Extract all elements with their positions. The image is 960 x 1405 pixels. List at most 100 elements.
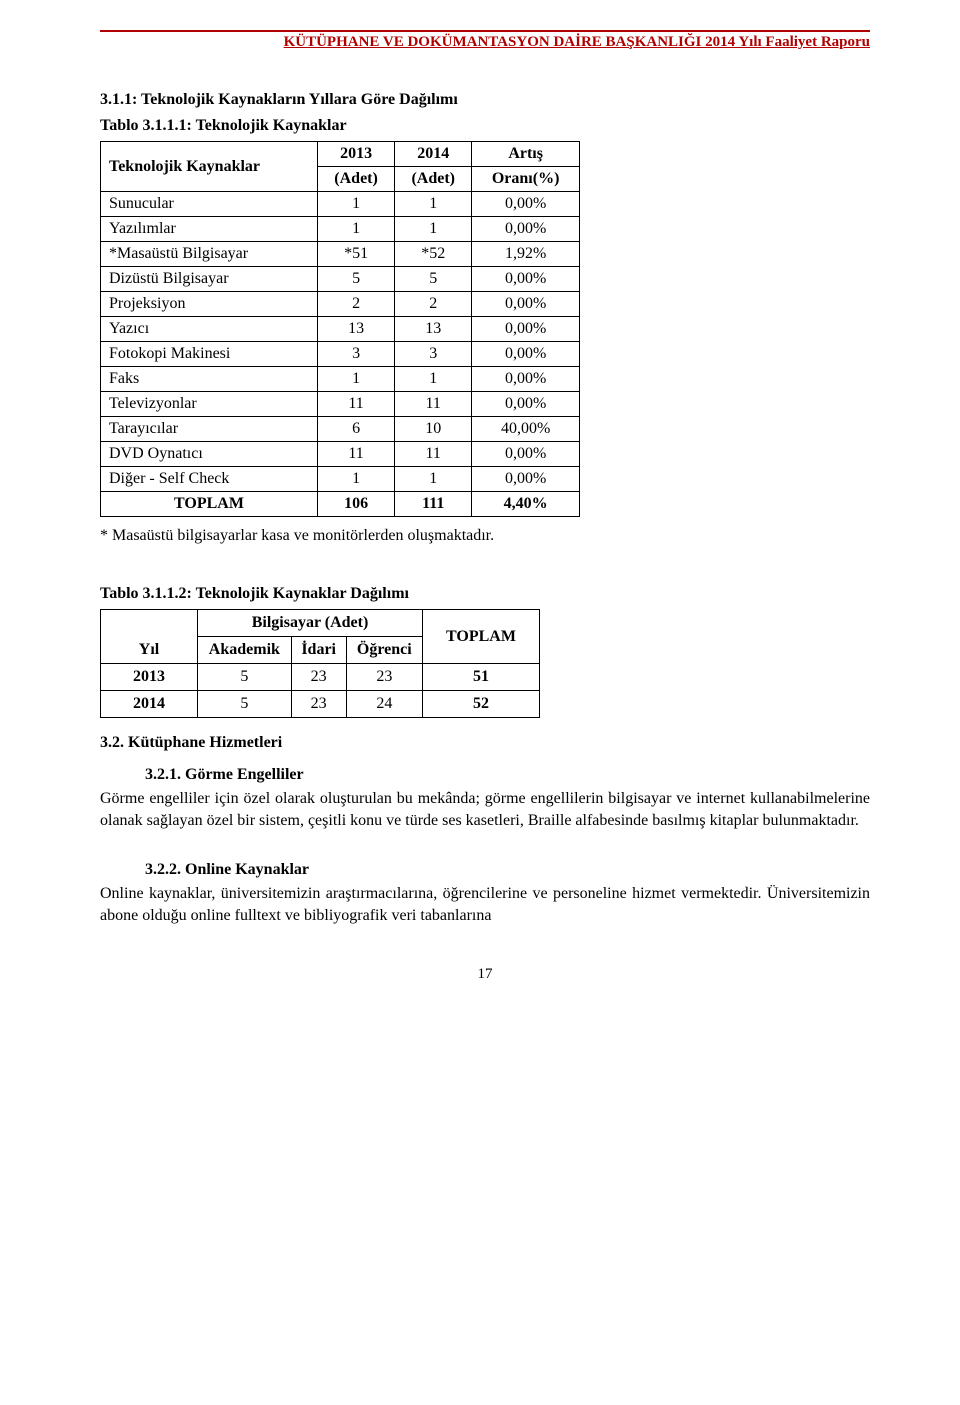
cell-2013: 6 [318,417,395,442]
table-row: DVD Oynatıcı11110,00% [101,442,580,467]
cell-label: Diğer - Self Check [101,467,318,492]
cell-idari: 23 [291,691,346,718]
cell-label: Projeksiyon [101,292,318,317]
table-row: Tarayıcılar61040,00% [101,417,580,442]
cell-ogrenci: 23 [346,664,422,691]
cell-label: DVD Oynatıcı [101,442,318,467]
cell-label: Sunucular [101,192,318,217]
table-3111: Teknolojik Kaynaklar 2013 2014 Artış (Ad… [100,141,580,517]
col-header-bilgisayar: Bilgisayar (Adet) [198,610,423,637]
table-row: *Masaüstü Bilgisayar*51*521,92% [101,242,580,267]
total-rate: 4,40% [472,492,580,517]
section-322-title: 3.2.2. Online Kaynaklar [145,861,870,879]
cell-label: Televizyonlar [101,392,318,417]
table-row: 20145232452 [101,691,540,718]
col-header-akademik: Akademik [198,637,292,664]
cell-2013: 1 [318,217,395,242]
cell-2013: 3 [318,342,395,367]
col-header-2014a: 2014 [395,142,472,167]
cell-2014: *52 [395,242,472,267]
cell-rate: 0,00% [472,292,580,317]
table-row: Teknolojik Kaynaklar 2013 2014 Artış [101,142,580,167]
col-header-2014b: (Adet) [395,167,472,192]
cell-toplam: 52 [423,691,540,718]
cell-rate: 0,00% [472,392,580,417]
cell-2014: 13 [395,317,472,342]
section-321-text: Görme engelliler için özel olarak oluştu… [100,788,870,831]
cell-2013: 1 [318,467,395,492]
cell-rate: 0,00% [472,217,580,242]
total-2013: 106 [318,492,395,517]
table-row: Diğer - Self Check110,00% [101,467,580,492]
col-header-artisa: Artış [472,142,580,167]
table-row: 20135232351 [101,664,540,691]
cell-rate: 0,00% [472,442,580,467]
page-header: KÜTÜPHANE VE DOKÜMANTASYON DAİRE BAŞKANL… [100,34,870,51]
page-number: 17 [100,966,870,983]
cell-2014: 1 [395,367,472,392]
total-2014: 111 [395,492,472,517]
cell-2014: 3 [395,342,472,367]
table-row: Yazılımlar110,00% [101,217,580,242]
cell-2014: 11 [395,392,472,417]
cell-2014: 11 [395,442,472,467]
table-row: Televizyonlar11110,00% [101,392,580,417]
cell-rate: 0,00% [472,317,580,342]
table-row: Yazıcı13130,00% [101,317,580,342]
cell-yil: 2014 [101,691,198,718]
cell-2013: 2 [318,292,395,317]
col-header-artisb: Oranı(%) [472,167,580,192]
cell-2014: 1 [395,467,472,492]
section-321-title: 3.2.1. Görme Engelliler [145,766,870,784]
cell-rate: 0,00% [472,267,580,292]
cell-2014: 10 [395,417,472,442]
cell-toplam: 51 [423,664,540,691]
cell-idari: 23 [291,664,346,691]
col-header-ogrenci: Öğrenci [346,637,422,664]
table-row: Yıl Bilgisayar (Adet) TOPLAM [101,610,540,637]
cell-2013: 1 [318,367,395,392]
table-row: Faks110,00% [101,367,580,392]
cell-2013: 11 [318,442,395,467]
cell-rate: 40,00% [472,417,580,442]
page: KÜTÜPHANE VE DOKÜMANTASYON DAİRE BAŞKANL… [0,0,960,1023]
cell-rate: 0,00% [472,192,580,217]
table-3112: Yıl Bilgisayar (Adet) TOPLAM Akademik İd… [100,609,540,718]
cell-rate: 0,00% [472,467,580,492]
cell-2014: 2 [395,292,472,317]
cell-2014: 1 [395,192,472,217]
table-3112-title: Tablo 3.1.1.2: Teknolojik Kaynaklar Dağı… [100,585,870,603]
cell-rate: 0,00% [472,342,580,367]
col-header-2013b: (Adet) [318,167,395,192]
total-label: TOPLAM [101,492,318,517]
cell-akademik: 5 [198,691,292,718]
cell-2013: 11 [318,392,395,417]
table-row-total: TOPLAM 106 111 4,40% [101,492,580,517]
cell-2014: 1 [395,217,472,242]
section-322-text: Online kaynaklar, üniversitemizin araştı… [100,883,870,926]
cell-rate: 0,00% [472,367,580,392]
table-3111-note: * Masaüstü bilgisayarlar kasa ve monitör… [100,527,870,545]
cell-akademik: 5 [198,664,292,691]
col-header-toplam: TOPLAM [423,610,540,664]
col-header-yil: Yıl [101,610,198,664]
cell-ogrenci: 24 [346,691,422,718]
col-header-kaynaklar: Teknolojik Kaynaklar [101,142,318,192]
cell-2013: 13 [318,317,395,342]
cell-label: Yazıcı [101,317,318,342]
cell-2013: *51 [318,242,395,267]
cell-label: Dizüstü Bilgisayar [101,267,318,292]
cell-label: Yazılımlar [101,217,318,242]
cell-2014: 5 [395,267,472,292]
cell-rate: 1,92% [472,242,580,267]
table-row: Fotokopi Makinesi330,00% [101,342,580,367]
cell-2013: 5 [318,267,395,292]
cell-label: *Masaüstü Bilgisayar [101,242,318,267]
cell-yil: 2013 [101,664,198,691]
section-311-title: 3.1.1: Teknolojik Kaynakların Yıllara Gö… [100,91,870,109]
cell-2013: 1 [318,192,395,217]
table-3111-title: Tablo 3.1.1.1: Teknolojik Kaynaklar [100,117,870,135]
cell-label: Tarayıcılar [101,417,318,442]
cell-label: Fotokopi Makinesi [101,342,318,367]
table-row: Projeksiyon220,00% [101,292,580,317]
